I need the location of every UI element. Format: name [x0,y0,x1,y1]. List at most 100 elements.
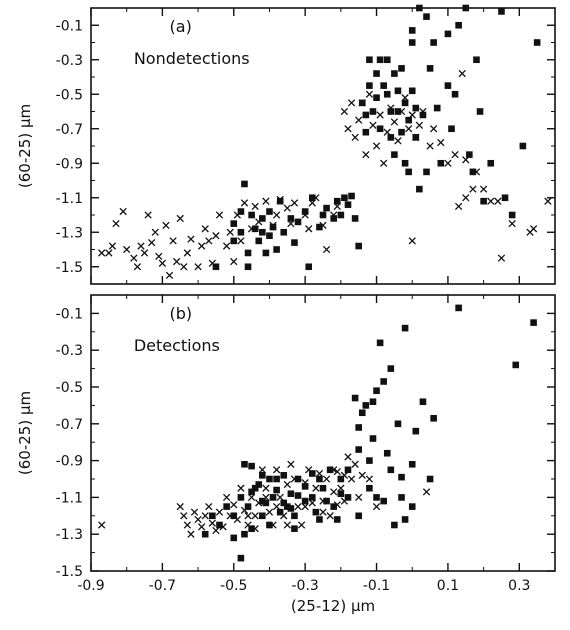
square-point [369,398,377,406]
square-point [351,215,359,222]
cross-point [497,254,506,262]
cross-point [237,237,245,245]
square-point [269,494,277,501]
square-point [419,111,427,119]
square-point [387,134,395,141]
cross-point [212,526,220,535]
cross-point [194,515,202,524]
square-point [426,475,434,483]
cross-point [197,523,206,531]
square-point [291,512,298,520]
cross-point [187,530,195,538]
square-point [508,211,516,219]
cross-point [233,211,241,219]
cross-point [308,199,316,207]
cross-point [380,159,388,167]
square-point [476,108,484,115]
cross-point [251,525,259,533]
square-point [287,215,295,222]
square-point [530,319,537,326]
cross-point [319,508,327,516]
square-point [430,39,437,46]
square-point [262,499,270,507]
cross-point [358,471,366,479]
cross-point [437,138,445,147]
cross-point [144,211,152,219]
cross-point [283,521,291,529]
cross-point [340,107,349,116]
square-point [305,263,313,271]
square-point [380,378,387,385]
square-point [330,503,338,510]
square-point [248,462,255,470]
square-point [244,503,252,510]
cross-point [469,185,477,193]
cross-point [247,493,256,502]
cross-point [390,118,399,126]
y-tick-label: -0.1 [56,18,83,34]
y-tick-label: -1.5 [56,260,83,276]
square-point [308,470,316,477]
square-point [408,460,416,468]
square-point [487,159,495,167]
square-point [373,494,380,501]
square-point [244,249,252,257]
cross-point [408,237,416,245]
y-axis-title: (60-25) μm [16,391,34,475]
x-tick-label: 0.3 [508,578,530,594]
square-point [405,168,412,176]
cross-point [322,475,331,483]
cross-point [312,194,320,202]
square-point [412,427,420,435]
cross-point [362,150,370,159]
square-point [312,508,320,516]
square-point [455,304,462,312]
cross-point [240,199,249,207]
cross-point [208,259,217,267]
cross-point [137,242,145,250]
square-point [391,151,398,158]
square-point [280,228,288,236]
y-tick-label: -0.5 [56,87,83,103]
cross-point [272,211,281,219]
square-point [387,108,395,115]
square-point [383,449,391,457]
cross-point [294,502,302,511]
square-point [405,116,412,124]
square-point [316,516,323,523]
cross-point [344,125,352,133]
cross-point [422,488,431,496]
x-axis-title: (25-12) μm [291,597,375,615]
square-point [341,194,348,202]
square-point [294,218,302,226]
square-point [444,82,452,89]
square-point [273,486,280,494]
cross-point [283,204,291,212]
cross-point [394,137,402,145]
square-point [337,490,345,498]
square-point [376,56,384,64]
cross-point [305,225,313,233]
cross-point [333,467,341,476]
y-tick-label: -1.1 [56,191,83,207]
cross-point [454,202,463,211]
square-point [266,475,273,483]
square-point [398,128,405,136]
cross-point [326,512,334,520]
cross-point [330,466,338,474]
cross-point [408,111,416,119]
cross-point [401,94,409,102]
cross-point [208,519,217,527]
cross-point [130,254,138,262]
square-point [255,481,263,488]
square-point [269,223,277,231]
cross-point [290,475,299,483]
square-point [383,90,391,98]
cross-point [287,460,295,468]
cross-point [272,466,281,474]
square-point [273,475,280,483]
cross-point [333,501,341,509]
square-point [319,211,327,219]
square-point [301,483,309,490]
square-point [316,223,323,231]
